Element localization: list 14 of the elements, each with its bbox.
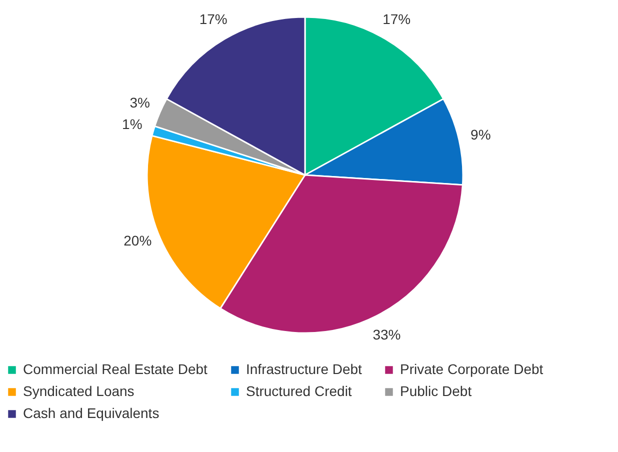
data-label: 17% — [199, 11, 228, 28]
data-label: 3% — [130, 94, 150, 111]
legend-label: Cash and Equivalents — [23, 405, 160, 421]
data-label: 20% — [124, 232, 152, 248]
legend-label: Syndicated Loans — [23, 383, 134, 399]
legend-label: Commercial Real Estate Debt — [23, 361, 208, 377]
legend-label: Structured Credit — [246, 383, 352, 399]
legend-label: Public Debt — [400, 383, 472, 399]
data-label: 33% — [372, 326, 401, 342]
legend-label: Private Corporate Debt — [400, 361, 544, 377]
data-label: 9% — [470, 126, 491, 143]
legend-label: Infrastructure Debt — [246, 361, 362, 377]
data-label: 17% — [382, 11, 411, 28]
data-label: 1% — [122, 116, 142, 132]
